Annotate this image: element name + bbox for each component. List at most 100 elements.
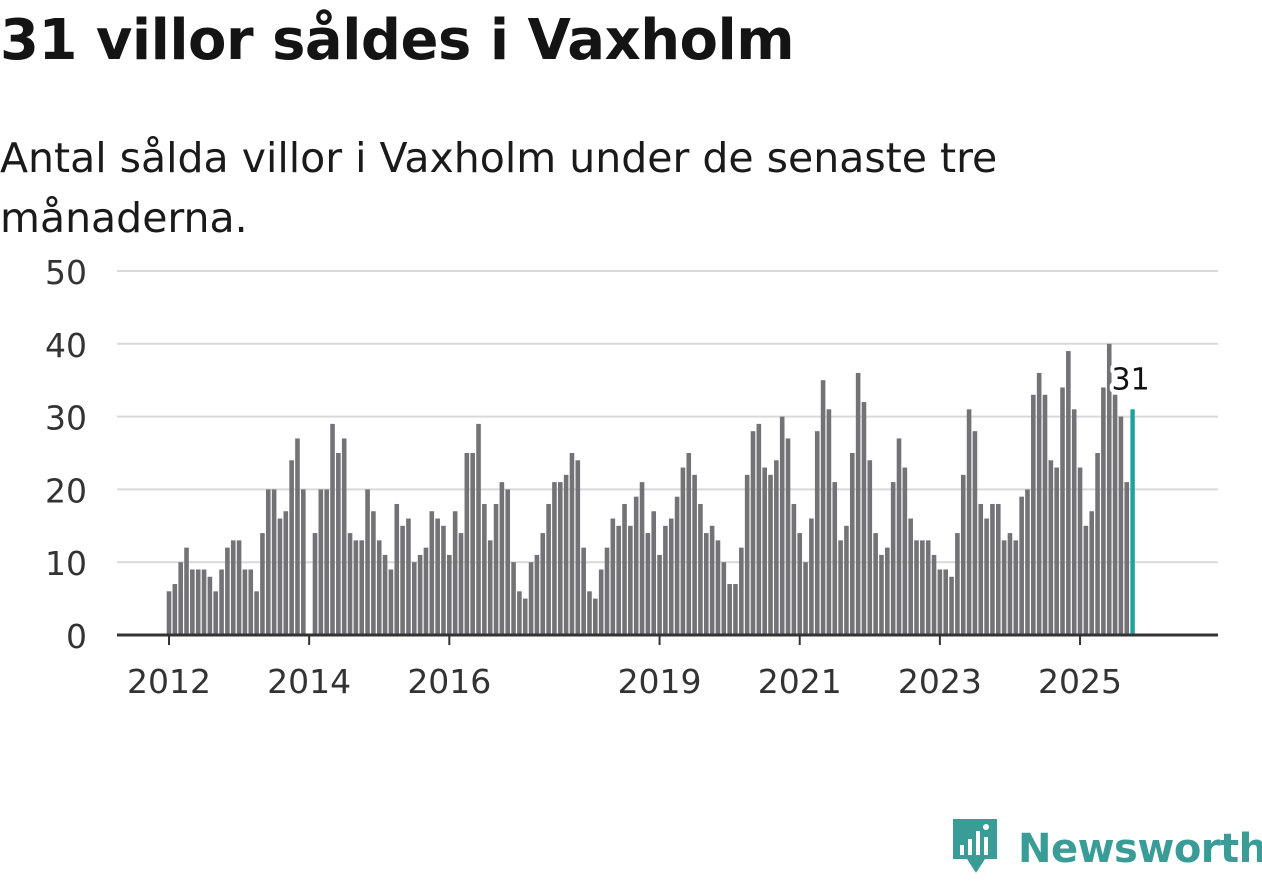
bar <box>1060 387 1065 635</box>
bar <box>1112 394 1118 635</box>
bar <box>482 503 487 635</box>
bar <box>779 416 785 635</box>
bar <box>312 533 318 635</box>
bar <box>633 496 639 635</box>
bar <box>703 533 709 635</box>
brand-name: Newsworthy <box>1018 826 1262 872</box>
bar <box>517 591 522 635</box>
bar <box>663 525 668 635</box>
y-tick-label: 50 <box>45 253 87 292</box>
bar <box>242 569 248 635</box>
bar <box>867 460 873 635</box>
bar <box>920 540 925 635</box>
bar <box>1124 482 1130 635</box>
y-tick-label: 40 <box>45 326 87 365</box>
bar <box>1054 467 1059 635</box>
bar <box>972 431 978 635</box>
bar <box>230 540 236 635</box>
bar <box>429 511 435 635</box>
bar <box>1083 525 1089 635</box>
bar <box>581 547 586 635</box>
bar <box>423 547 429 635</box>
bar <box>1007 533 1013 635</box>
bar <box>1089 511 1095 635</box>
bar <box>546 503 551 635</box>
bar <box>376 540 382 635</box>
bar <box>417 554 423 635</box>
bar <box>236 540 242 635</box>
bar <box>902 467 908 635</box>
bar <box>365 489 370 635</box>
bar-chart: 0 10 20 30 40 50 2012 2014 2016 2019 2021 2023 2025 3… <box>45 253 1218 701</box>
bar <box>879 554 884 635</box>
bar <box>172 584 178 635</box>
bar <box>388 569 394 635</box>
bar <box>534 554 540 635</box>
bar <box>914 540 919 635</box>
bar <box>406 518 411 635</box>
bar <box>937 569 943 635</box>
bar <box>674 496 680 635</box>
bar <box>382 554 388 635</box>
bar <box>341 438 347 635</box>
bar <box>324 489 329 635</box>
bar <box>248 569 254 635</box>
bar <box>785 438 791 635</box>
bar <box>995 503 1001 635</box>
bar <box>295 438 300 635</box>
bar <box>353 540 359 635</box>
bar <box>207 576 213 635</box>
bar <box>476 423 481 635</box>
bar <box>768 474 773 635</box>
bar <box>1077 467 1083 635</box>
bar <box>610 518 616 635</box>
bar <box>657 554 662 635</box>
bar <box>809 518 814 635</box>
x-tick-label: 2012 <box>127 662 211 701</box>
bar <box>1101 387 1106 635</box>
bar <box>797 533 803 635</box>
data-label-halo: 31 <box>1112 362 1150 397</box>
bar <box>908 518 913 635</box>
y-tick-label: 20 <box>45 471 87 510</box>
bar <box>1001 540 1007 635</box>
bar <box>411 562 417 635</box>
bar <box>470 453 475 635</box>
brand-logo[interactable]: Newsworthy <box>950 818 1262 880</box>
bar <box>651 511 657 635</box>
bar <box>628 525 633 635</box>
bar <box>219 569 224 635</box>
bar <box>190 569 195 635</box>
x-tick-label: 2021 <box>758 662 842 701</box>
bar <box>855 372 861 635</box>
bar <box>1095 453 1100 635</box>
bar <box>452 511 458 635</box>
bar <box>849 453 855 635</box>
bar <box>826 409 832 635</box>
bar <box>528 562 534 635</box>
bar <box>260 533 265 635</box>
bar <box>225 547 230 635</box>
bar <box>680 467 686 635</box>
bar <box>1013 540 1019 635</box>
bar <box>966 409 972 635</box>
bar <box>487 540 493 635</box>
bar <box>277 518 283 635</box>
bar <box>1118 416 1124 635</box>
bar <box>435 518 440 635</box>
bar <box>949 576 954 635</box>
bar <box>371 511 376 635</box>
chart-subtitle: Antal sålda villor i Vaxholm under de se… <box>0 134 998 242</box>
bar <box>774 460 779 635</box>
chart-title: 31 villor såldes i Vaxholm <box>0 8 795 73</box>
bar <box>359 540 365 635</box>
bar <box>984 518 989 635</box>
bar <box>254 591 259 635</box>
bar <box>604 547 610 635</box>
bar <box>715 540 721 635</box>
bar <box>195 569 201 635</box>
bar <box>557 482 563 635</box>
bar <box>721 562 727 635</box>
bar <box>1106 343 1112 635</box>
bar <box>931 554 937 635</box>
